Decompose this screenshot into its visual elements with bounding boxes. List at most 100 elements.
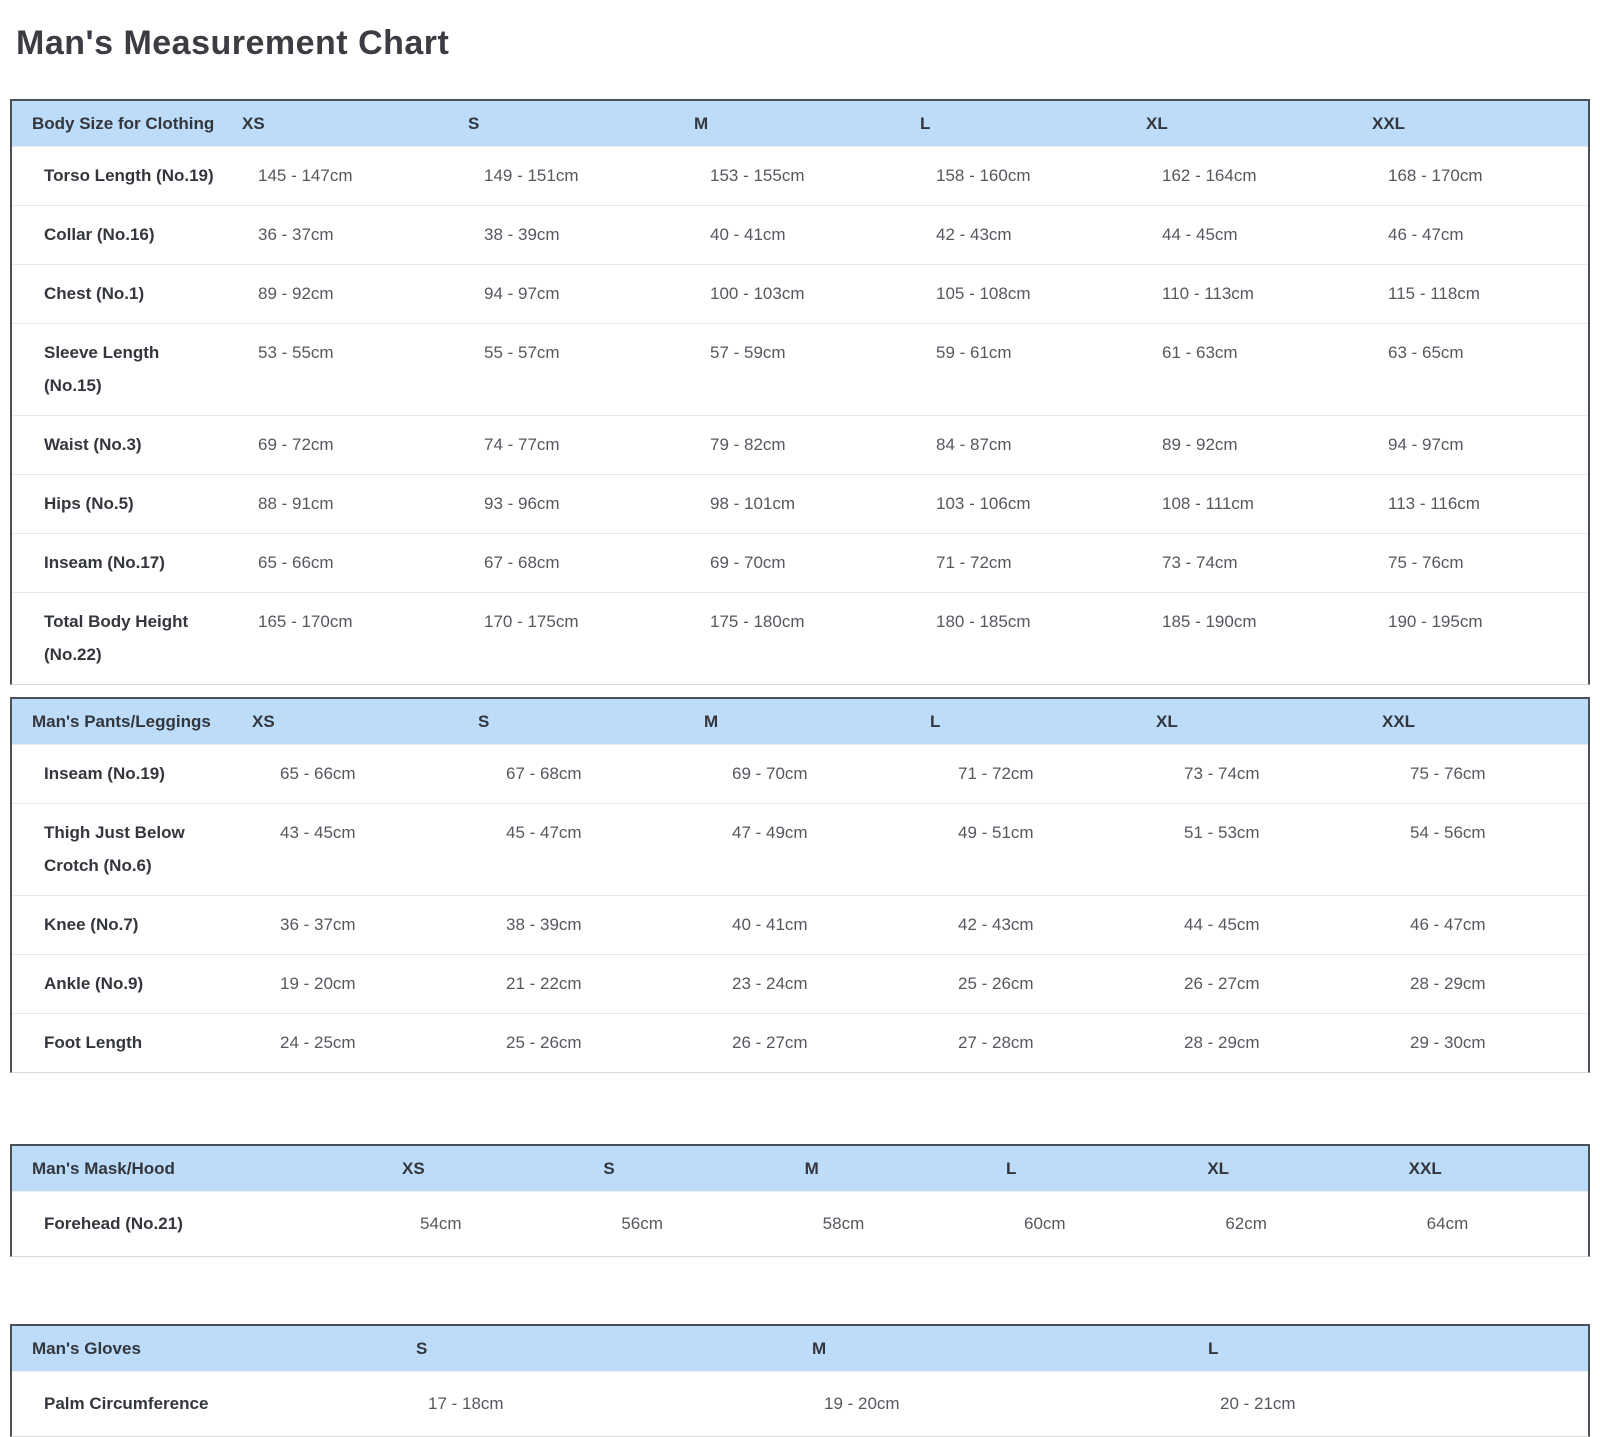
table-mans-gloves: Man's Gloves S M L Palm Circumference 17 - 18… [10, 1324, 1590, 1437]
measurement-value: 69 - 70cm [710, 553, 786, 572]
table-header-label: Man's Mask/Hood [32, 1159, 175, 1178]
measurement-value: 19 - 20cm [280, 974, 356, 993]
size-column-header: M [812, 1339, 827, 1358]
size-column-header: XL [1207, 1159, 1230, 1178]
measurement-value: 42 - 43cm [936, 225, 1012, 244]
measurement-value: 71 - 72cm [936, 553, 1012, 572]
measurement-value: 162 - 164cm [1162, 166, 1257, 185]
measurement-value: 60cm [1023, 1214, 1066, 1233]
table-header-label: Body Size for Clothing [32, 114, 215, 133]
measurement-value: 75 - 76cm [1388, 553, 1464, 572]
size-column-header: XXL [1372, 114, 1406, 133]
measurement-label: Sleeve Length (No.15) [44, 343, 160, 395]
measurement-value: 61 - 63cm [1162, 343, 1238, 362]
measurement-value: 26 - 27cm [1184, 974, 1260, 993]
measurement-value: 21 - 22cm [506, 974, 582, 993]
measurement-value: 88 - 91cm [258, 494, 334, 513]
measurement-label: Hips (No.5) [44, 494, 134, 513]
measurement-value: 62cm [1225, 1214, 1267, 1233]
measurement-label: Ankle (No.9) [44, 974, 144, 993]
measurement-label: Palm Circumference [44, 1394, 209, 1413]
measurement-value: 115 - 118cm [1388, 284, 1480, 303]
measurement-value: 42 - 43cm [958, 915, 1034, 934]
size-column-header: S [603, 1159, 615, 1178]
measurement-value: 64cm [1426, 1214, 1469, 1233]
measurement-value: 49 - 51cm [958, 823, 1034, 842]
size-column-header: L [920, 114, 931, 133]
measurement-value: 46 - 47cm [1388, 225, 1464, 244]
size-column-header: XS [252, 712, 275, 731]
table-mans-mask-hood: Man's Mask/Hood XS S M L XL XXL Forehead (No.21… [10, 1144, 1590, 1257]
table-header-row: Man's Mask/Hood XS S M L XL XXL [12, 1146, 1588, 1191]
table-row: Inseam (No.19) 65 - 66cm 67 - 68cm 69 - 70c… [12, 744, 1588, 803]
table-row: Forehead (No.21) 54cm 56cm 58cm 60cm 62cm 64cm [12, 1191, 1588, 1256]
measurement-value: 74 - 77cm [484, 435, 560, 454]
measurement-value: 38 - 39cm [484, 225, 560, 244]
measurement-value: 36 - 37cm [258, 225, 334, 244]
table-row: Inseam (No.17) 65 - 66cm 67 - 68cm 69 - 70c… [12, 533, 1588, 592]
measurement-value: 53 - 55cm [258, 343, 334, 362]
measurement-value: 20 - 21cm [1220, 1394, 1296, 1413]
measurement-value: 93 - 96cm [484, 494, 560, 513]
measurement-value: 175 - 180cm [710, 612, 805, 631]
measurement-value: 24 - 25cm [280, 1033, 356, 1052]
table-mans-pants-leggings: Man's Pants/Leggings XS S M L XL XXL Inseam (No… [10, 697, 1590, 1073]
table-header-row: Man's Pants/Leggings XS S M L XL XXL [12, 699, 1588, 744]
measurement-value: 55 - 57cm [484, 343, 560, 362]
table-row: Chest (No.1) 89 - 92cm 94 - 97cm 100 - 103c… [12, 264, 1588, 323]
measurement-value: 54cm [420, 1214, 462, 1233]
measurement-value: 165 - 170cm [258, 612, 353, 631]
measurement-value: 23 - 24cm [732, 974, 808, 993]
measurement-value: 45 - 47cm [506, 823, 582, 842]
measurement-value: 105 - 108cm [936, 284, 1031, 303]
measurement-label: Collar (No.16) [44, 225, 155, 244]
measurement-value: 69 - 70cm [732, 764, 808, 783]
table-row: Foot Length 24 - 25cm 25 - 26cm 26 - 27cm 27… [12, 1013, 1588, 1072]
size-column-header: XS [402, 1159, 425, 1178]
measurement-label: Thigh Just Below Crotch (No.6) [44, 823, 185, 875]
measurement-value: 59 - 61cm [936, 343, 1012, 362]
size-column-header: XL [1146, 114, 1168, 133]
measurement-value: 94 - 97cm [484, 284, 560, 303]
measurement-value: 75 - 76cm [1410, 764, 1486, 783]
measurement-value: 190 - 195cm [1388, 612, 1483, 631]
size-column-header: XL [1156, 712, 1178, 731]
measurement-value: 98 - 101cm [710, 494, 796, 513]
measurement-value: 108 - 111cm [1162, 494, 1254, 513]
measurement-value: 73 - 74cm [1162, 553, 1238, 572]
table-row: Waist (No.3) 69 - 72cm 74 - 77cm 79 - 82cm 8… [12, 415, 1588, 474]
measurement-value: 103 - 106cm [936, 494, 1031, 513]
measurement-label: Inseam (No.17) [44, 553, 165, 572]
measurement-value: 153 - 155cm [710, 166, 805, 185]
measurement-value: 26 - 27cm [732, 1033, 808, 1052]
size-column-header: S [478, 712, 490, 731]
measurement-value: 110 - 113cm [1162, 284, 1254, 303]
table-header-row: Man's Gloves S M L [12, 1326, 1588, 1371]
table-header-row: Body Size for Clothing XS S M L XL XXL [12, 101, 1588, 146]
measurement-value: 65 - 66cm [258, 553, 334, 572]
size-column-header: XS [242, 114, 265, 133]
measurement-value: 40 - 41cm [710, 225, 786, 244]
table-row: Knee (No.7) 36 - 37cm 38 - 39cm 40 - 41cm 42… [12, 895, 1588, 954]
measurement-value: 47 - 49cm [732, 823, 808, 842]
measurement-value: 69 - 72cm [258, 435, 334, 454]
measurement-value: 170 - 175cm [484, 612, 579, 631]
table-row: Hips (No.5) 88 - 91cm 93 - 96cm 98 - 101cm 1… [12, 474, 1588, 533]
measurement-value: 44 - 45cm [1184, 915, 1260, 934]
measurement-value: 67 - 68cm [506, 764, 582, 783]
measurement-value: 84 - 87cm [936, 435, 1012, 454]
measurement-value: 149 - 151cm [484, 166, 579, 185]
measurement-value: 29 - 30cm [1410, 1033, 1486, 1052]
size-column-header: XXL [1382, 712, 1416, 731]
size-column-header: L [1208, 1339, 1219, 1358]
table-row: Total Body Height (No.22) 165 - 170cm 170 … [12, 592, 1588, 684]
measurement-value: 19 - 20cm [824, 1394, 900, 1413]
measurement-value: 145 - 147cm [258, 166, 353, 185]
measurement-value: 158 - 160cm [936, 166, 1031, 185]
size-column-header: L [930, 712, 941, 731]
size-column-header: M [704, 712, 719, 731]
table-row: Sleeve Length (No.15) 53 - 55cm 55 - 57cm 5… [12, 323, 1588, 415]
measurement-value: 89 - 92cm [1162, 435, 1238, 454]
measurement-value: 65 - 66cm [280, 764, 356, 783]
measurement-label: Inseam (No.19) [44, 764, 165, 783]
